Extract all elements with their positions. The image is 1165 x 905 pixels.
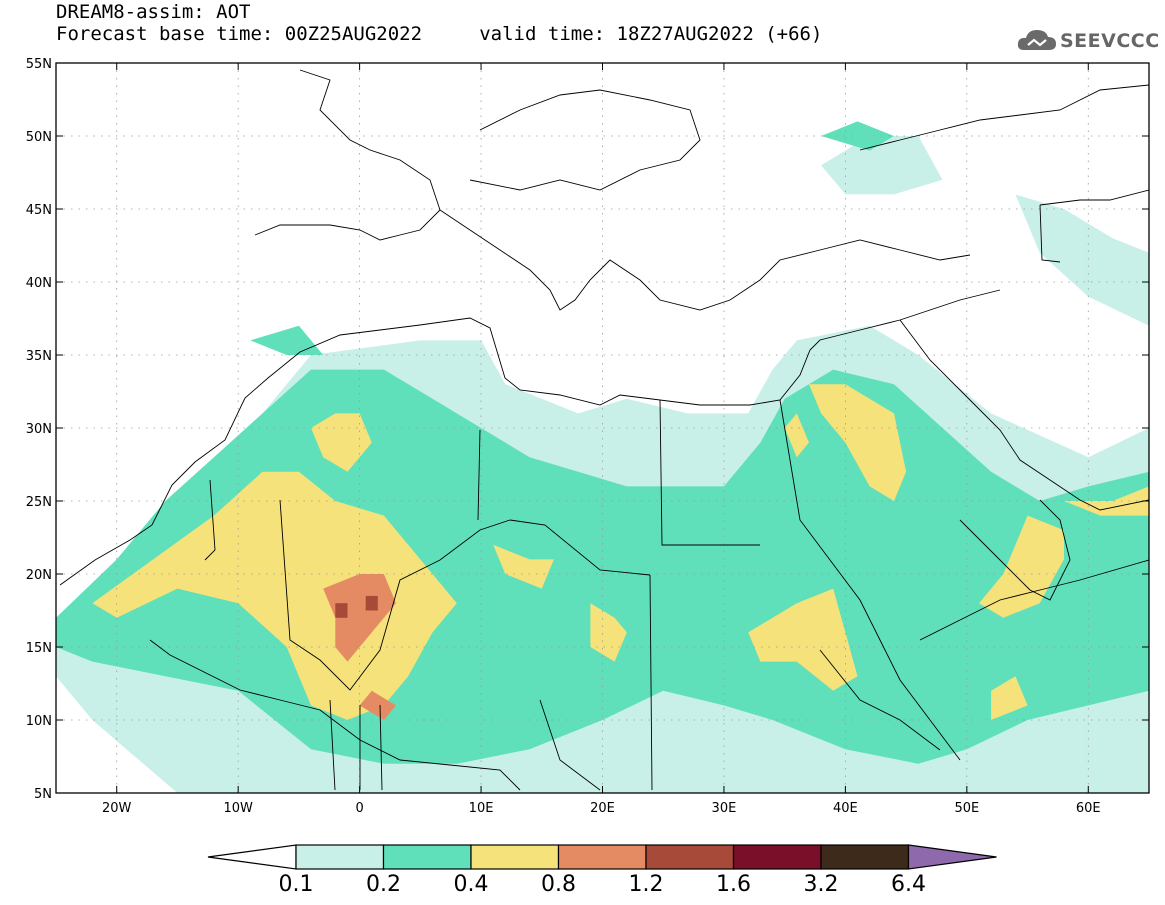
colorbar-segment [820,844,910,870]
axis-ticks: 55N 50N 45N 40N 35N 30N 25N 20N 15N 10N 5N 20W 10W 0 1… [26,57,1149,816]
aot-field-0_4 [809,384,907,501]
lon-tick-label: 10W [223,801,253,816]
colorbar: 0.1 0.2 0.4 0.8 1.2 1.6 3.2 6.4 [207,844,997,897]
aot-field-0_4 [979,515,1064,618]
lat-tick-label: 50N [26,130,52,145]
colorbar-label: 0.2 [366,872,401,897]
colorbar-label: 0.4 [454,872,489,897]
lon-tick-label: 10E [469,801,494,816]
aot-field-0_4 [784,413,809,458]
aot-field-0_4 [748,588,858,691]
lat-tick-label: 55N [26,57,52,72]
aot-field-0_4 [92,471,457,720]
lon-tick-label: 20W [102,801,132,816]
lat-tick-label: 20N [26,568,52,583]
colorbar-segment [295,844,385,870]
colorbar-segment [732,844,822,870]
lon-tick-label: 0 [355,801,363,816]
colorbar-segment [470,844,560,870]
colorbar-segment [382,844,472,870]
lon-tick-label: 30E [712,801,737,816]
lon-tick-label: 50E [954,801,979,816]
aot-field-1_2 [365,595,378,611]
colorbar-segment [645,844,735,870]
colorbar-label: 0.1 [279,872,314,897]
lat-tick-label: 45N [26,203,52,218]
colorbar-label: 3.2 [804,872,839,897]
colorbar-segment [557,844,647,870]
lat-tick-label: 35N [26,349,52,364]
lat-tick-label: 30N [26,422,52,437]
colorbar-label: 1.6 [716,872,751,897]
lon-tick-label: 20E [590,801,615,816]
lat-tick-label: 25N [26,495,52,510]
colorbar-label: 1.2 [629,872,664,897]
aot-field-0_1 [821,136,943,195]
map-subtitle: Forecast base time: 00Z25AUG2022 valid t… [56,23,823,45]
lon-tick-label: 40E [833,801,858,816]
aot-field-0_2 [250,325,324,355]
cloud-icon [1017,30,1056,50]
lat-tick-label: 10N [26,714,52,729]
aot-field-0_8 [359,690,396,720]
lat-tick-label: 5N [34,787,52,802]
lon-tick-label: 60E [1076,801,1101,816]
lat-tick-label: 40N [26,276,52,291]
aot-field-0_4 [493,544,554,589]
logo-text: SEEVCCC [1060,30,1160,52]
colorbar-underflow [207,844,297,870]
aot-field-0_4 [991,676,1028,720]
country-boundaries [59,69,1149,791]
aot-field-0_1 [1015,194,1149,326]
aot-field-0_2 [821,121,894,151]
map-title: DREAM8-assim: AOT [56,1,251,23]
grid-lines [56,63,1149,793]
lat-tick-label: 15N [26,641,52,656]
colorbar-label: 0.8 [541,872,576,897]
colorbar-overflow [907,844,997,870]
aot-field-1_2 [335,603,348,618]
colorbar-label: 6.4 [891,872,926,897]
seevccc-logo: SEEVCCC [1016,22,1159,58]
aot-field-0_4 [590,603,627,662]
